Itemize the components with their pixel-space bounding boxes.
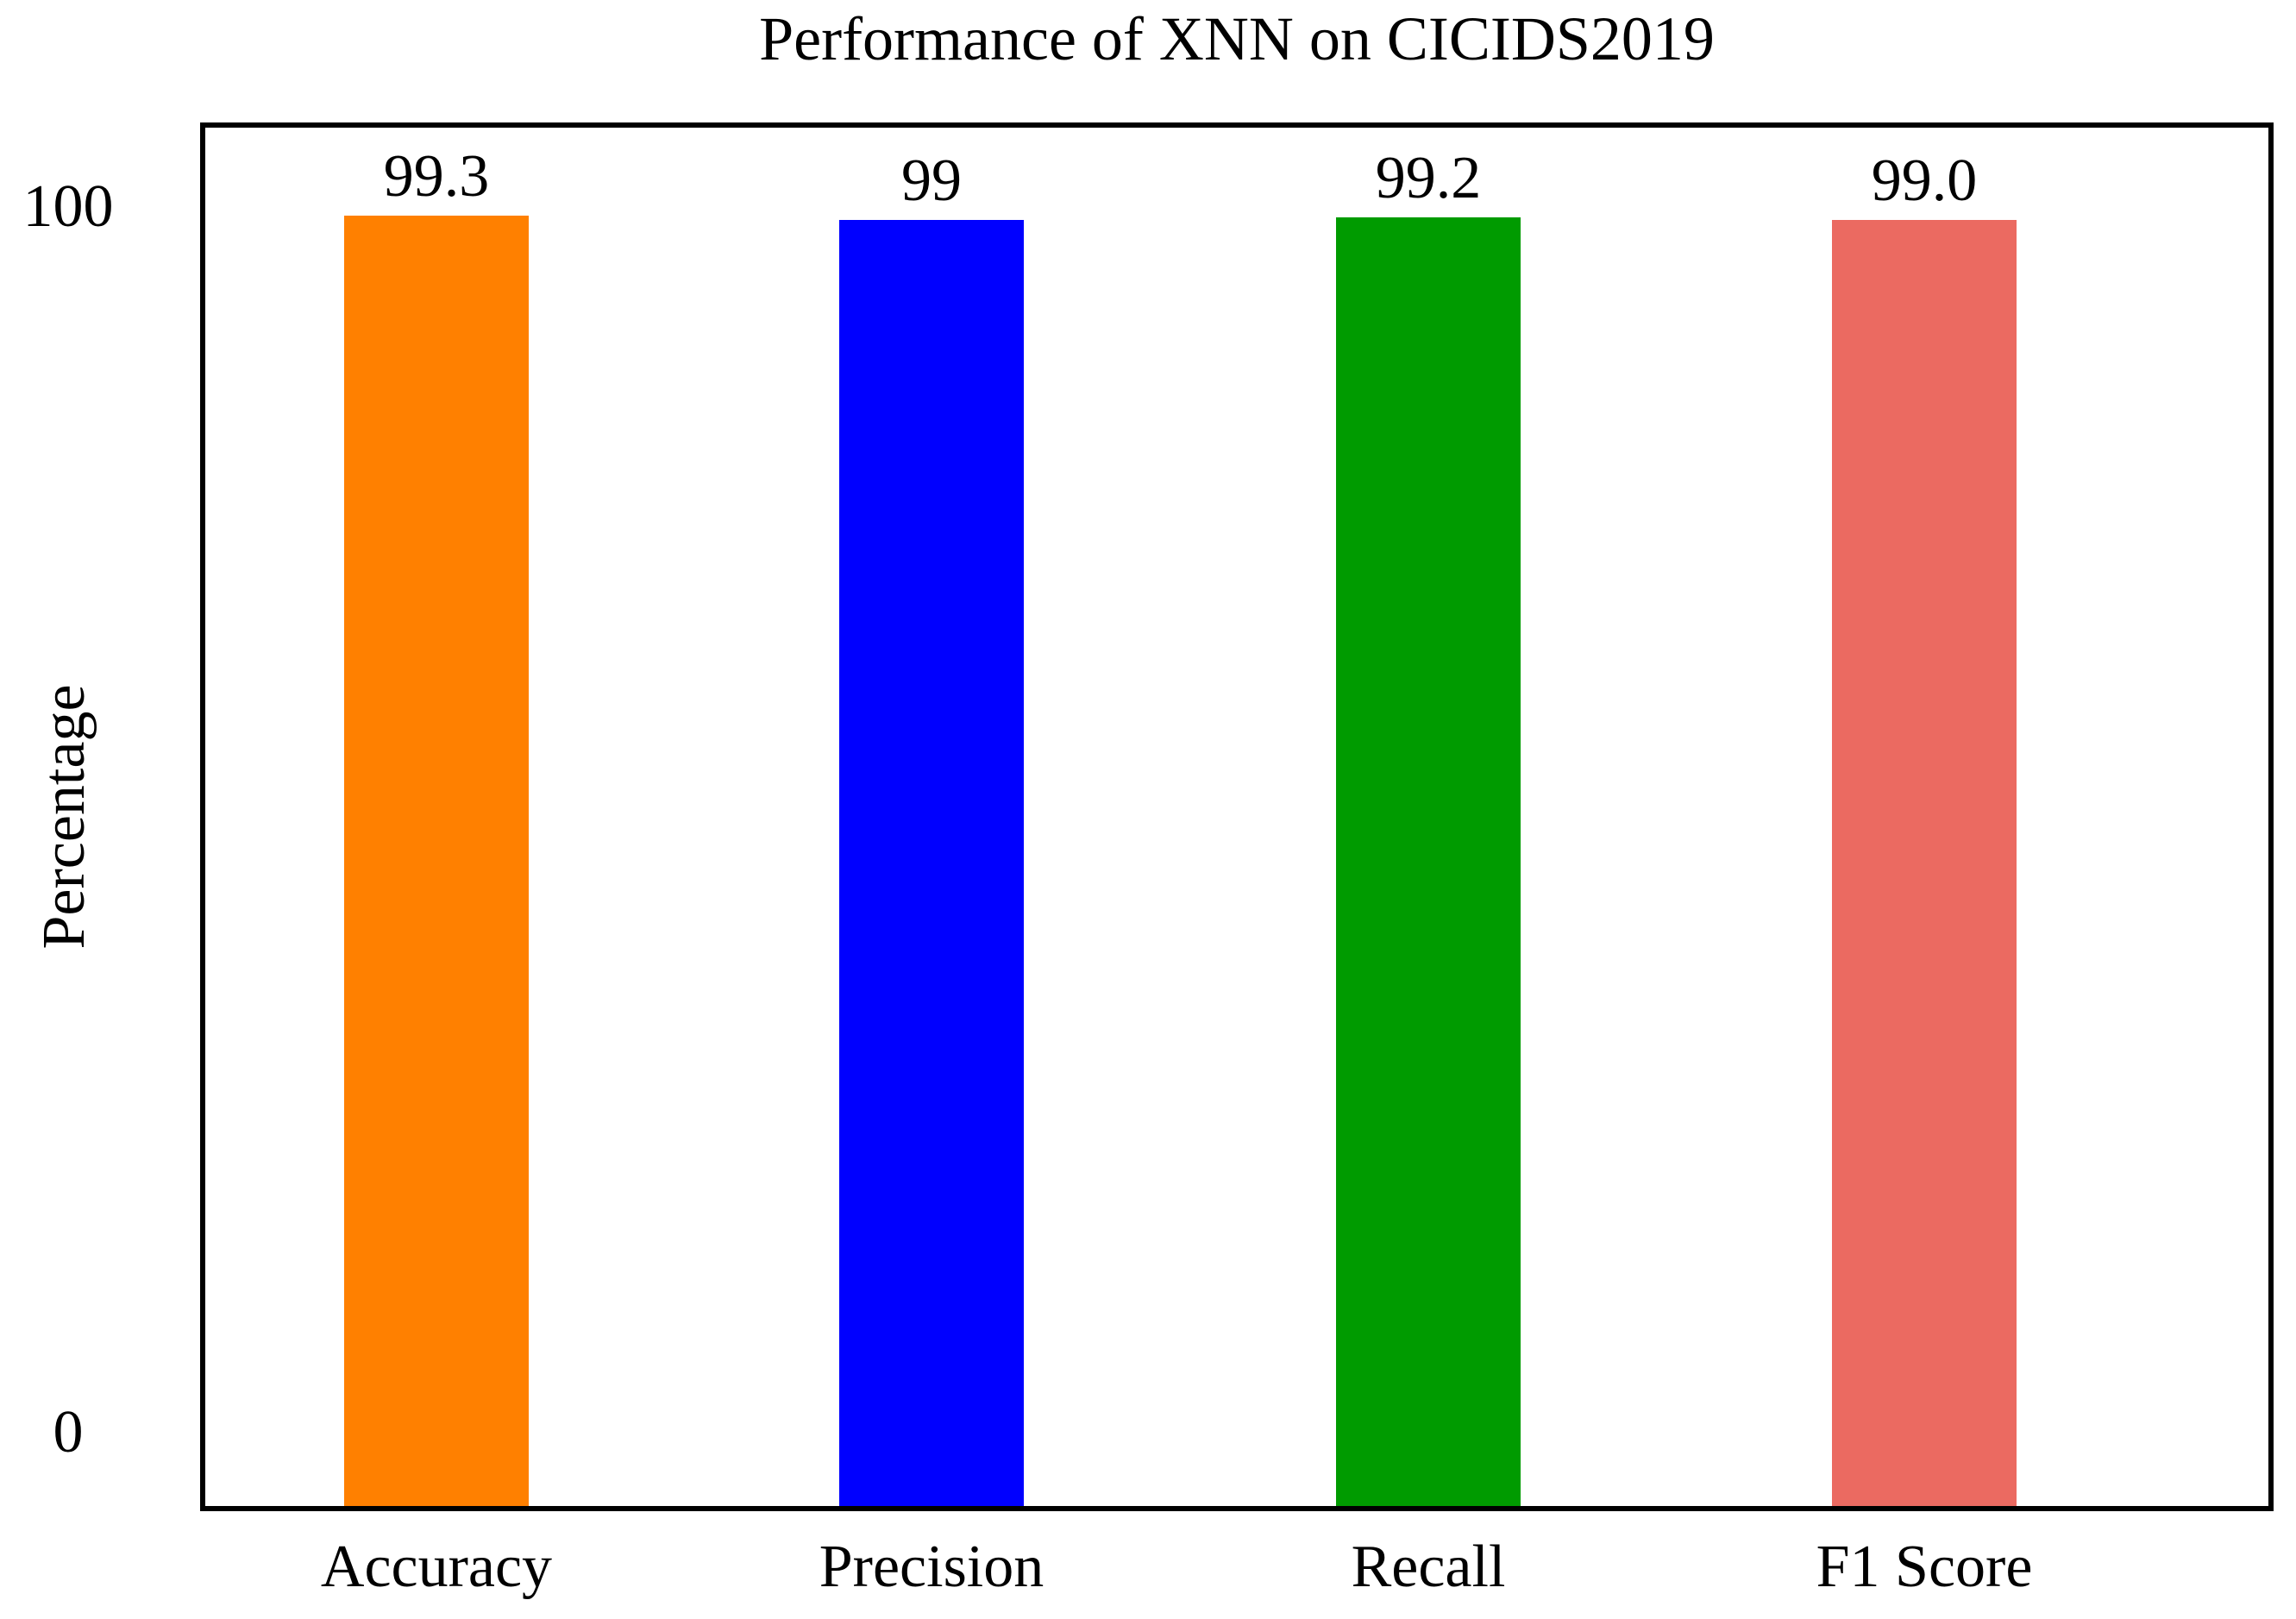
bar-value-label-f1-score: 99.0 <box>1871 147 1978 214</box>
bar-accuracy <box>344 216 529 1506</box>
x-tick-label-precision: Precision <box>819 1534 1044 1600</box>
y-axis-label: Percentage <box>31 684 97 950</box>
y-tick-label-100: 100 <box>22 173 114 240</box>
bar-f1-score <box>1832 220 2017 1506</box>
bar-recall <box>1336 217 1521 1506</box>
bar-value-label-accuracy: 99.3 <box>383 143 490 210</box>
plot-area: 99.3 99 99.2 99.0 <box>200 122 2274 1511</box>
x-tick-label-f1-score: F1 Score <box>1816 1534 2033 1600</box>
x-tick-label-accuracy: Accuracy <box>320 1534 553 1600</box>
plot-inner: 99.3 99 99.2 99.0 <box>205 128 2268 1506</box>
chart-title: Performance of XNN on CICIDS2019 <box>759 4 1715 73</box>
x-tick-label-recall: Recall <box>1351 1534 1506 1600</box>
y-tick-label-0: 0 <box>53 1399 84 1465</box>
bar-value-label-precision: 99 <box>901 147 962 214</box>
bar-value-label-recall: 99.2 <box>1375 145 1482 211</box>
bar-precision <box>839 220 1024 1506</box>
